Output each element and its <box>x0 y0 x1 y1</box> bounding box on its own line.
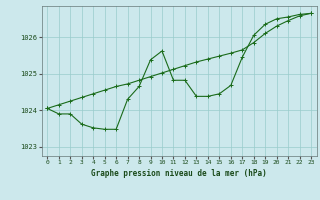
X-axis label: Graphe pression niveau de la mer (hPa): Graphe pression niveau de la mer (hPa) <box>91 169 267 178</box>
